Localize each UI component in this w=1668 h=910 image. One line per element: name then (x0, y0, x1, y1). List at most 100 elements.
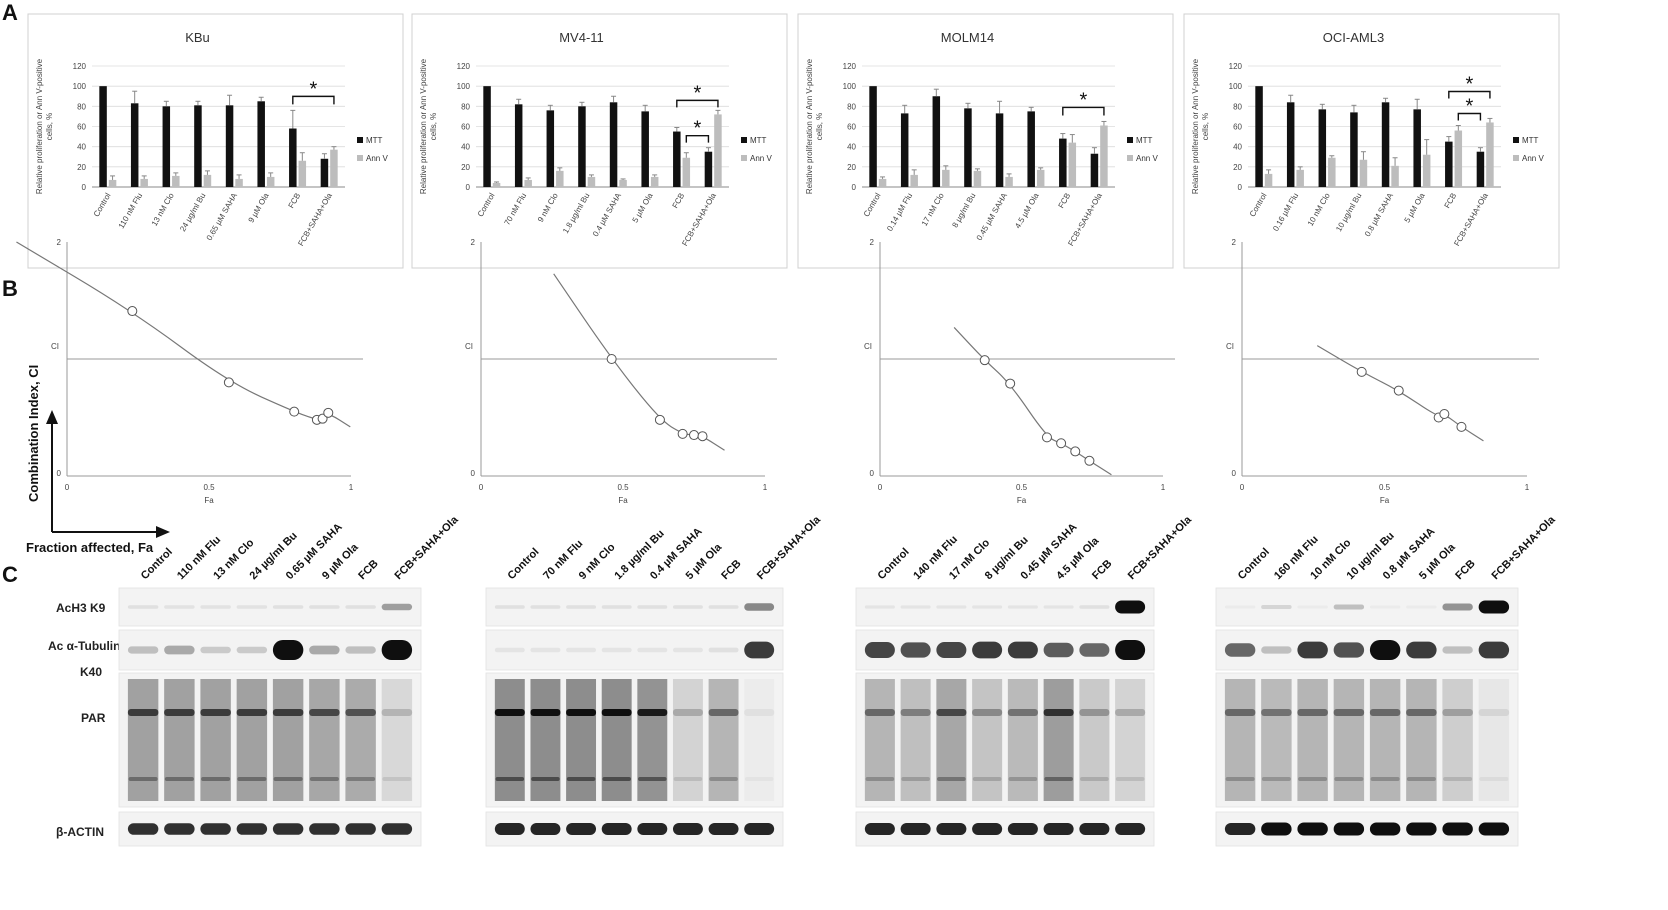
ci-point (323, 407, 334, 418)
bar-mtt (514, 104, 523, 187)
bar-ann-v (203, 174, 212, 187)
band-beta_actin (1333, 822, 1365, 836)
par-smear (530, 679, 561, 801)
band-beta_actin (1297, 822, 1328, 836)
par-band-lower (566, 777, 596, 781)
band-acetyl_tubulin (672, 647, 703, 653)
band-acetyl_h3 (200, 605, 231, 609)
y-tick-label: 80 (77, 102, 86, 111)
par-band-lower (709, 777, 738, 781)
bar-ann-v (1486, 122, 1494, 187)
bar-mtt (1286, 102, 1295, 187)
ci-point (606, 354, 617, 364)
par-smear (601, 679, 632, 801)
y-tick-label: 120 (457, 62, 471, 71)
par-band (1079, 709, 1110, 716)
band-beta_actin (972, 823, 1003, 835)
legend-swatch (741, 155, 747, 161)
par-band (345, 709, 376, 716)
fa-axis-label: Fraction affected, Fa (26, 540, 154, 555)
combination-index-charts: 2 0 CI 0 0.5 1 Fa 2 0 CI 0 0.5 1 Fa 2 0 CI 0 0.5 1 Fa 2 0 CI 0 0.… (16, 238, 1539, 505)
band-acetyl_h3 (936, 605, 967, 609)
chart-frame (27, 13, 404, 269)
band-acetyl_h3 (637, 605, 668, 609)
band-acetyl_tubulin (494, 647, 525, 653)
band-beta_actin (345, 823, 376, 835)
bar-mtt (130, 103, 139, 187)
par-band (972, 709, 1003, 716)
axis-arrows (46, 410, 170, 538)
bar-mtt (1476, 151, 1485, 187)
bar-ann-v (235, 178, 243, 187)
ci-y-tick: 2 (471, 238, 476, 247)
ci-x-tick: 0.5 (617, 483, 629, 492)
bar-ann-v (1359, 159, 1368, 187)
legend-swatch (1513, 155, 1519, 161)
bar-ann-v (1296, 169, 1304, 187)
bar-ann-v (556, 170, 564, 187)
band-acetyl_h3 (1043, 605, 1074, 609)
band-acetyl_h3 (900, 605, 931, 609)
bar-mtt (1413, 109, 1421, 187)
par-smear (1043, 679, 1074, 801)
y-tick-label: 20 (1233, 163, 1242, 172)
ci-x-tick: 0 (65, 483, 70, 492)
par-band (127, 709, 159, 716)
band-acetyl_tubulin (708, 647, 739, 653)
ci-y-tick: 2 (870, 238, 875, 247)
legend-entry: Ann V (366, 154, 388, 163)
par-smear (1406, 679, 1437, 801)
bar-mtt (1059, 138, 1067, 187)
par-band-lower (1334, 777, 1364, 781)
bar-ann-v (492, 182, 501, 187)
y-tick-label: 120 (843, 62, 857, 71)
y-tick-label: 120 (1229, 62, 1243, 71)
ci-label: CI (465, 342, 473, 351)
ci-axis-label: Combination Index, CI (26, 365, 41, 502)
band-beta_actin (381, 823, 413, 835)
band-acetyl_h3 (744, 603, 775, 611)
ci-point (1005, 378, 1016, 389)
band-acetyl_tubulin (936, 642, 967, 658)
par-smear (236, 679, 268, 801)
ci-point (1393, 385, 1404, 396)
bar-mtt (900, 113, 909, 187)
band-acetyl_h3 (1369, 605, 1401, 609)
bar-mtt (1027, 111, 1035, 187)
bar-ann-v (942, 169, 950, 187)
bar-mtt (1381, 102, 1390, 187)
band-acetyl_h3 (672, 605, 703, 609)
band-beta_actin (1007, 823, 1038, 835)
bar-ann-v (1391, 165, 1399, 187)
ci-point (677, 428, 688, 439)
y-axis-label: Relative proliferation or Ann V-positive… (419, 58, 438, 194)
band-beta_actin (864, 823, 895, 835)
significance-bracket (676, 99, 719, 108)
lane-label: FCB+SAHA+Ola (1126, 513, 1195, 582)
chart-title: MV4-11 (559, 30, 604, 45)
lane-label: FCB (1453, 558, 1478, 583)
panel-letter-a: A (2, 0, 18, 25)
band-beta_actin (637, 823, 668, 835)
legend-entry: Ann V (750, 154, 772, 163)
ci-x-label: Fa (204, 496, 214, 505)
lane-label: FCB+SAHA+Ola (393, 513, 462, 582)
bar-chart-1: KBu 0 20 40 60 80 100 120 Relative proliferation… (27, 13, 404, 269)
y-tick-label: 0 (852, 183, 857, 192)
band-acetyl_tubulin (1478, 641, 1510, 659)
bar-ann-v (1454, 130, 1463, 187)
par-band (1261, 709, 1292, 716)
par-band (200, 709, 231, 716)
band-acetyl_tubulin (1406, 641, 1437, 659)
bar-ann-v (619, 179, 627, 187)
y-tick-label: 20 (77, 163, 86, 172)
bar-mtt (1318, 109, 1327, 187)
y-tick-label: 20 (461, 163, 470, 172)
y-tick-label: 60 (461, 123, 470, 132)
band-acetyl_tubulin (1043, 642, 1074, 658)
band-acetyl_tubulin (381, 640, 413, 660)
bar-ann-v (587, 176, 596, 187)
par-band (236, 709, 268, 716)
band-beta_actin (1043, 823, 1074, 835)
